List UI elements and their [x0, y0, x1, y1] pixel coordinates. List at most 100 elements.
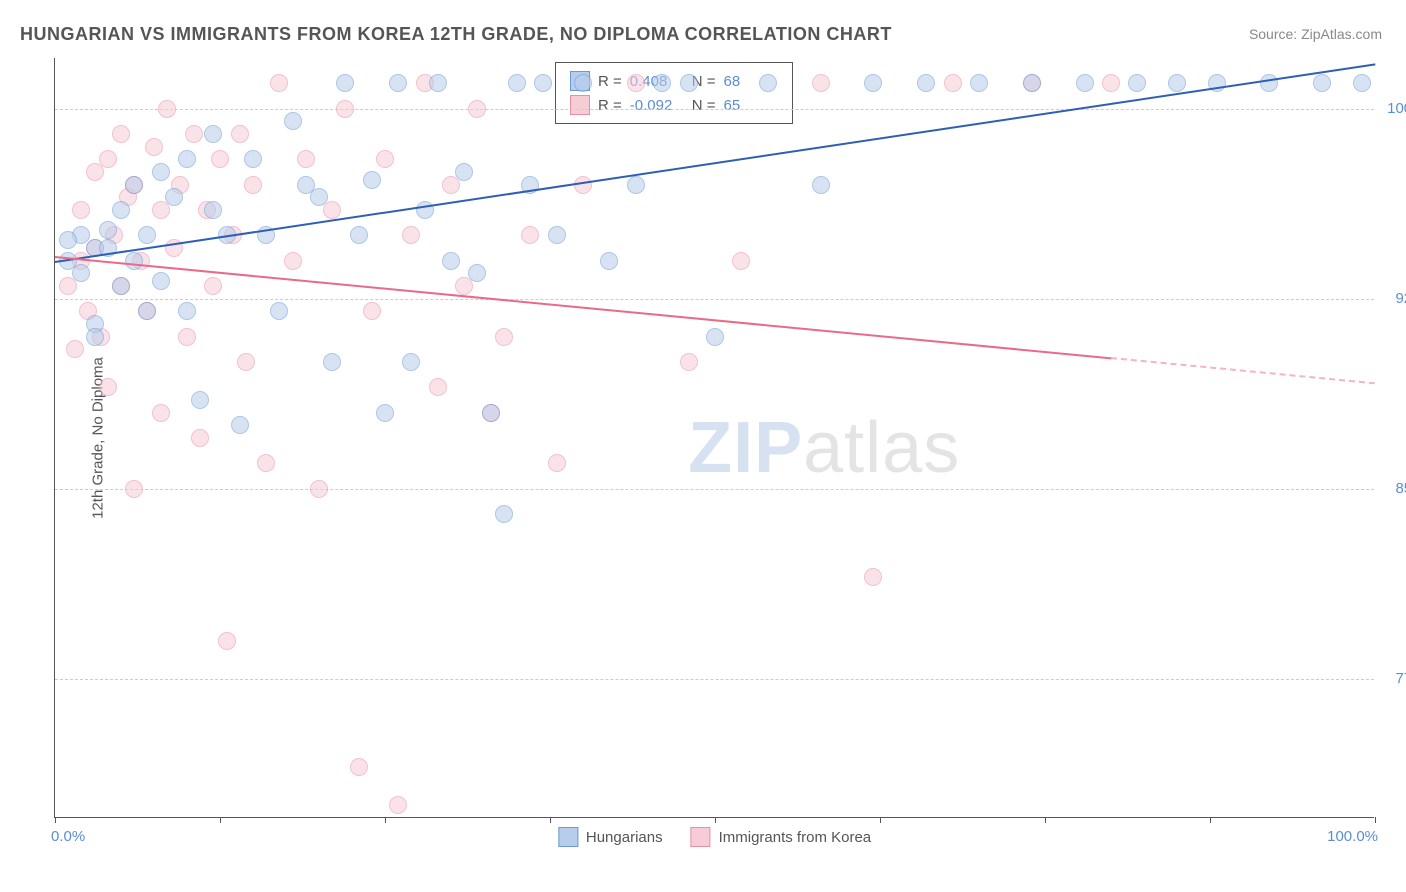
scatter-point-series1 — [152, 272, 170, 290]
scatter-point-series1 — [125, 176, 143, 194]
gridline — [55, 299, 1374, 300]
y-tick-label: 85.0% — [1380, 480, 1406, 497]
legend-r-value: -0.092 — [630, 97, 684, 114]
chart-title: HUNGARIAN VS IMMIGRANTS FROM KOREA 12TH … — [20, 24, 892, 45]
scatter-point-series1 — [284, 112, 302, 130]
scatter-point-series2 — [323, 201, 341, 219]
x-tick — [55, 817, 56, 823]
gridline — [55, 489, 1374, 490]
source-label: Source: ZipAtlas.com — [1249, 26, 1382, 42]
legend-r-label: R = — [598, 97, 622, 114]
legend-n-value: 65 — [724, 97, 778, 114]
scatter-point-series1 — [125, 252, 143, 270]
trend-line-series2 — [55, 256, 1111, 359]
scatter-point-series2 — [389, 796, 407, 814]
x-tick — [715, 817, 716, 823]
x-tick — [880, 817, 881, 823]
x-tick — [1045, 817, 1046, 823]
scatter-point-series1 — [508, 74, 526, 92]
scatter-point-series1 — [244, 150, 262, 168]
scatter-point-series1 — [204, 125, 222, 143]
scatter-point-series1 — [152, 163, 170, 181]
scatter-point-series1 — [178, 150, 196, 168]
scatter-point-series1 — [917, 74, 935, 92]
scatter-point-series1 — [1260, 74, 1278, 92]
scatter-point-series1 — [138, 226, 156, 244]
scatter-point-series1 — [455, 163, 473, 181]
scatter-point-series2 — [237, 353, 255, 371]
scatter-point-series2 — [468, 100, 486, 118]
scatter-point-series2 — [336, 100, 354, 118]
series-legend: Hungarians Immigrants from Korea — [558, 827, 871, 847]
scatter-point-series2 — [152, 404, 170, 422]
scatter-point-series1 — [402, 353, 420, 371]
scatter-point-series1 — [178, 302, 196, 320]
x-tick — [1210, 817, 1211, 823]
scatter-point-series1 — [548, 226, 566, 244]
scatter-point-series1 — [600, 252, 618, 270]
scatter-point-series2 — [191, 429, 209, 447]
legend-n-label: N = — [692, 97, 716, 114]
scatter-point-series2 — [72, 201, 90, 219]
scatter-point-series1 — [864, 74, 882, 92]
scatter-point-series2 — [185, 125, 203, 143]
scatter-point-series2 — [112, 125, 130, 143]
scatter-point-series2 — [363, 302, 381, 320]
scatter-point-series1 — [482, 404, 500, 422]
scatter-point-series1 — [970, 74, 988, 92]
scatter-point-series2 — [270, 74, 288, 92]
scatter-point-series2 — [178, 328, 196, 346]
scatter-point-series1 — [574, 74, 592, 92]
scatter-point-series2 — [99, 378, 117, 396]
legend-swatch — [570, 95, 590, 115]
scatter-point-series2 — [244, 176, 262, 194]
scatter-point-series1 — [323, 353, 341, 371]
gridline — [55, 109, 1374, 110]
scatter-point-series2 — [204, 277, 222, 295]
scatter-point-series1 — [627, 176, 645, 194]
scatter-point-series2 — [125, 480, 143, 498]
scatter-point-series2 — [548, 454, 566, 472]
scatter-point-series1 — [59, 231, 77, 249]
scatter-point-series1 — [1076, 74, 1094, 92]
scatter-point-series2 — [145, 138, 163, 156]
scatter-point-series1 — [350, 226, 368, 244]
legend-series-item: Immigrants from Korea — [691, 827, 872, 847]
scatter-point-series1 — [1353, 74, 1371, 92]
scatter-point-series2 — [680, 353, 698, 371]
scatter-point-series2 — [944, 74, 962, 92]
scatter-point-series2 — [231, 125, 249, 143]
chart-plot-area: 12th Grade, No Diploma ZIPatlas R =0.408… — [54, 58, 1374, 818]
scatter-point-series1 — [534, 74, 552, 92]
x-axis-max-label: 100.0% — [1327, 828, 1378, 845]
legend-series-item: Hungarians — [558, 827, 663, 847]
scatter-point-series2 — [732, 252, 750, 270]
scatter-point-series1 — [759, 74, 777, 92]
scatter-point-series1 — [191, 391, 209, 409]
correlation-legend: R =0.408N =68 R = -0.092 N = 65 — [555, 62, 793, 124]
y-tick-label: 92.5% — [1380, 290, 1406, 307]
scatter-point-series2 — [218, 632, 236, 650]
scatter-point-series1 — [231, 416, 249, 434]
x-tick — [220, 817, 221, 823]
y-tick-label: 100.0% — [1380, 100, 1406, 117]
trend-line-series2 — [1111, 357, 1375, 384]
scatter-point-series2 — [158, 100, 176, 118]
scatter-point-series1 — [1128, 74, 1146, 92]
scatter-point-series2 — [1102, 74, 1120, 92]
scatter-point-series1 — [138, 302, 156, 320]
scatter-point-series1 — [363, 171, 381, 189]
scatter-point-series1 — [112, 277, 130, 295]
scatter-point-series1 — [336, 74, 354, 92]
legend-series-label: Hungarians — [586, 829, 663, 846]
scatter-point-series2 — [627, 74, 645, 92]
legend-swatch — [558, 827, 578, 847]
scatter-point-series2 — [495, 328, 513, 346]
scatter-point-series2 — [429, 378, 447, 396]
scatter-point-series2 — [864, 568, 882, 586]
legend-correlation-row: R = -0.092 N = 65 — [570, 93, 778, 117]
legend-correlation-row: R =0.408N =68 — [570, 69, 778, 93]
scatter-point-series2 — [211, 150, 229, 168]
scatter-point-series1 — [1023, 74, 1041, 92]
scatter-point-series2 — [257, 454, 275, 472]
